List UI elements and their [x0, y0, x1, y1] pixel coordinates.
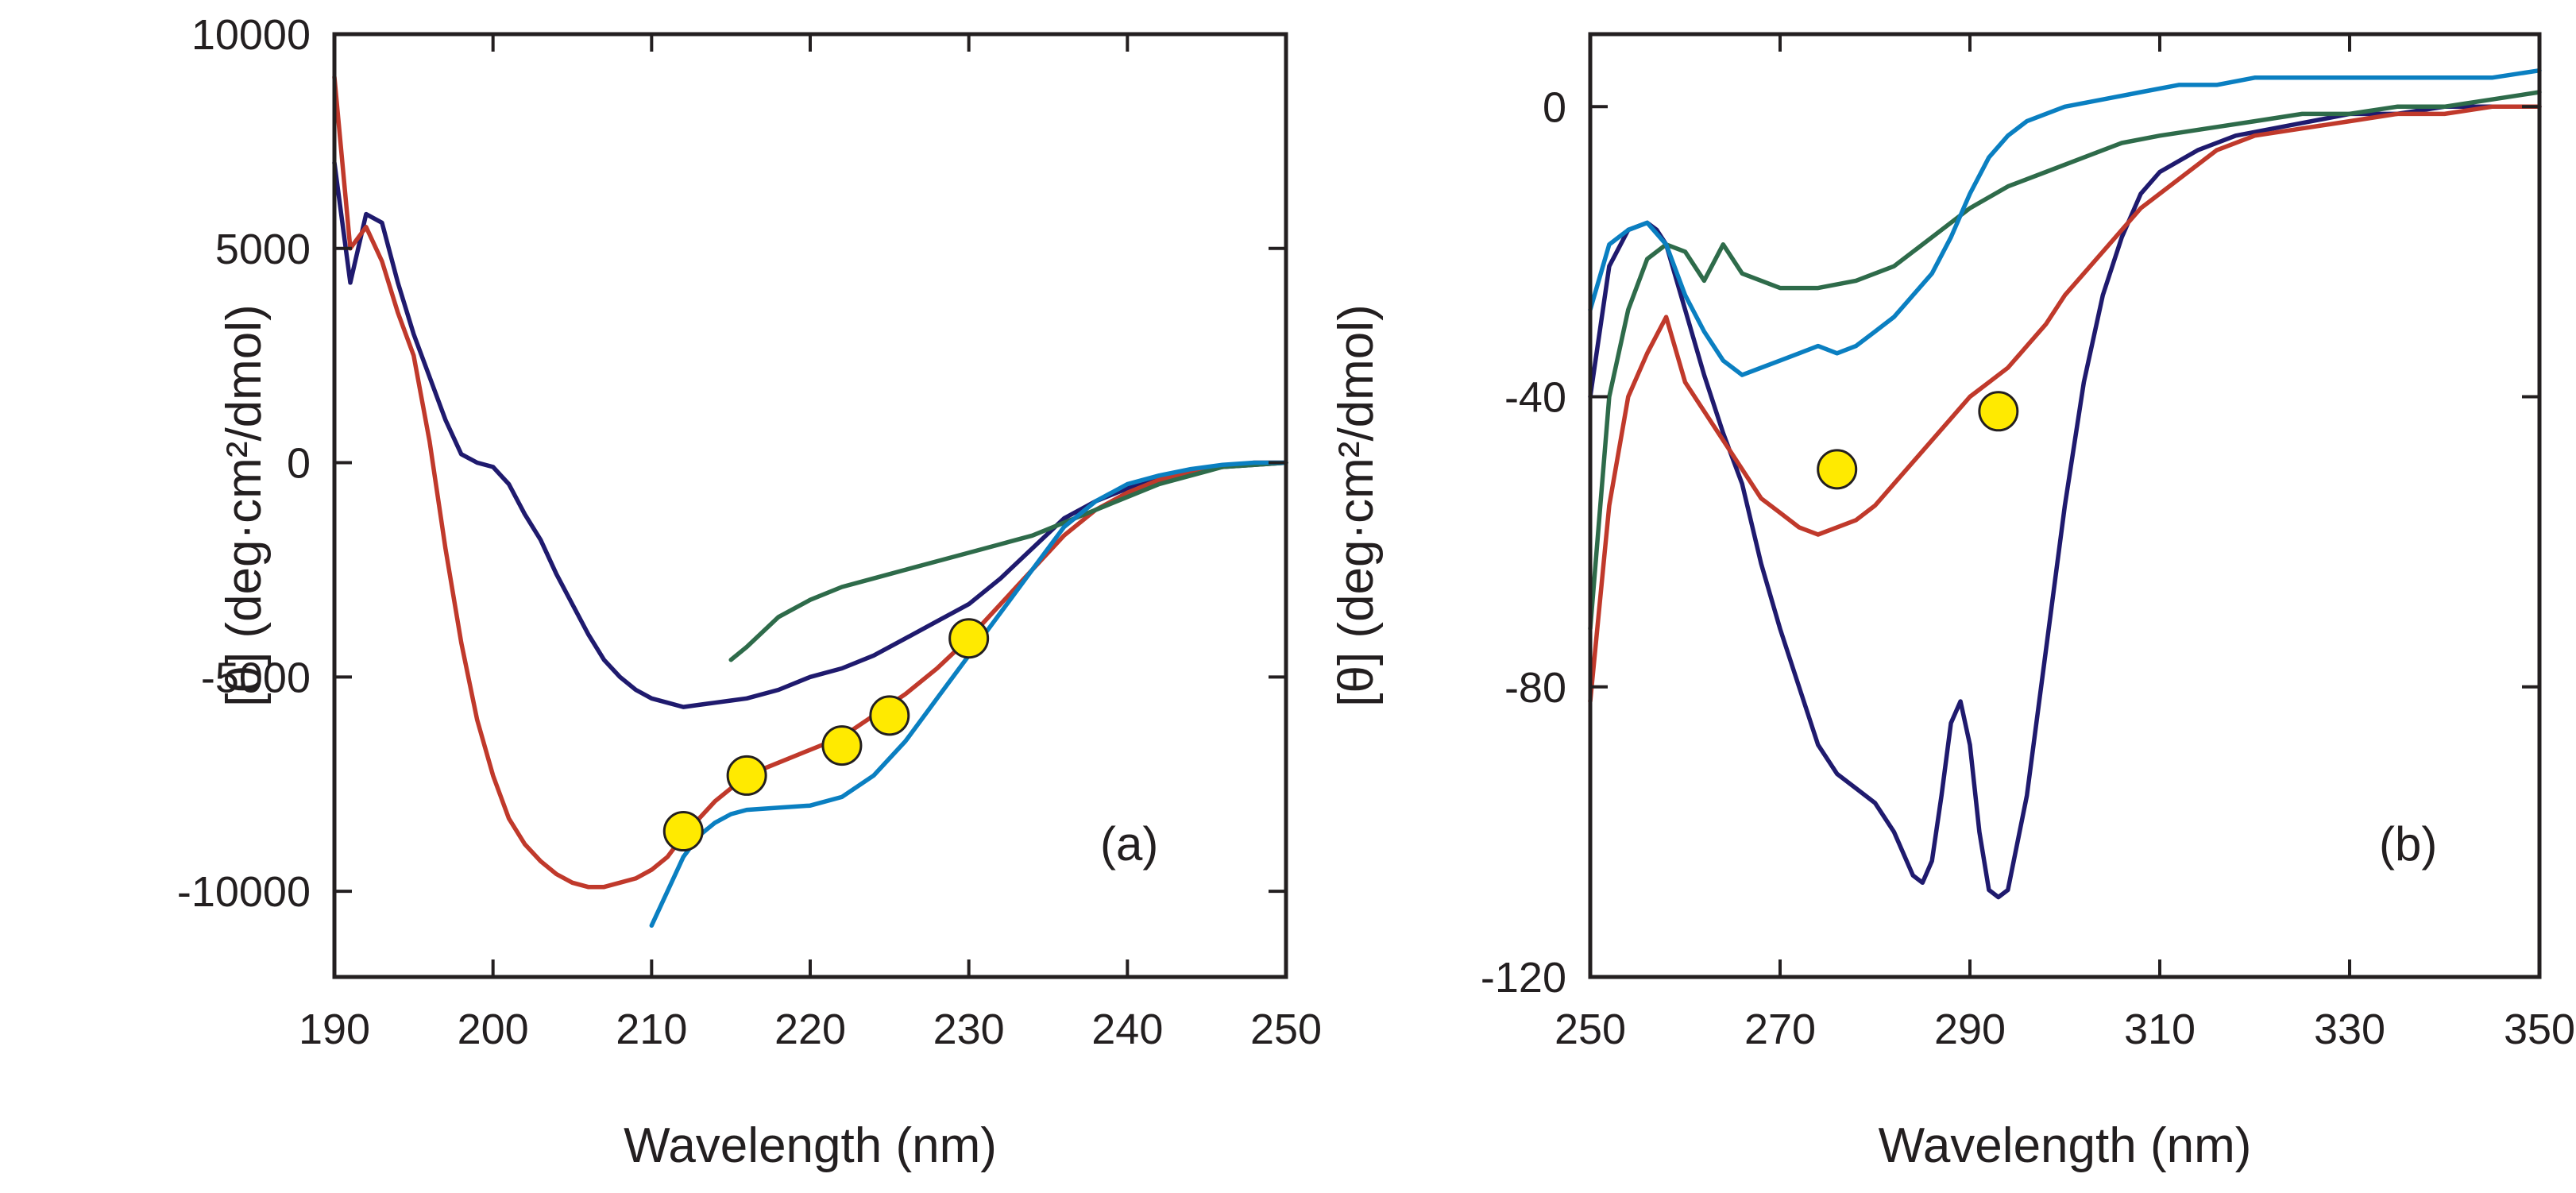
x-tick-label: 350 — [2504, 1006, 2575, 1053]
y-tick-label: -120 — [1481, 954, 1566, 1002]
series-line-blue — [649, 460, 1288, 929]
x-axis-title: Wavelength (nm) — [624, 1118, 997, 1173]
data-marker — [662, 811, 704, 852]
series-line-green — [728, 460, 1288, 662]
data-marker — [1817, 449, 1858, 490]
series-line-red — [1588, 104, 2542, 704]
series-line-navy — [1588, 104, 2542, 900]
x-tick-label: 270 — [1744, 1006, 1816, 1053]
panel-label: (a) — [1100, 817, 1158, 871]
x-tick-label: 290 — [1934, 1006, 2006, 1053]
y-axis-title: [θ] (deg·cm²/dmol) — [1329, 304, 1384, 706]
series-line-red — [332, 75, 1288, 890]
data-marker — [821, 725, 863, 766]
y-tick-label: -10000 — [177, 868, 311, 916]
series-line-navy — [332, 160, 1288, 709]
series-line-blue — [1588, 68, 2542, 377]
data-marker — [726, 755, 767, 796]
x-tick-label: 250 — [1554, 1006, 1626, 1053]
y-axis-title: [θ] (deg·cm²/dmol) — [217, 304, 272, 706]
chart-panel-a: 190 200 210 220 230 240 250 -10000 -5000 0 5000 100… — [177, 11, 1322, 1173]
series-line-green — [1588, 90, 2542, 631]
x-axis-title: Wavelength (nm) — [1879, 1118, 2252, 1173]
x-tick-label: 240 — [1091, 1006, 1163, 1053]
panel-label: (b) — [2379, 817, 2437, 871]
x-tick-label: 330 — [2314, 1006, 2385, 1053]
y-tick-label: 10000 — [191, 11, 311, 59]
x-tick-label: 210 — [616, 1006, 687, 1053]
y-tick-label: -5000 — [201, 654, 311, 701]
x-tick-label: 250 — [1250, 1006, 1322, 1053]
x-tick-label: 230 — [933, 1006, 1005, 1053]
y-tick-label: -40 — [1504, 374, 1566, 422]
x-tick-label: 220 — [774, 1006, 846, 1053]
x-tick-label: 200 — [458, 1006, 529, 1053]
y-tick-label: 0 — [287, 440, 311, 488]
y-tick-label: 5000 — [215, 226, 311, 273]
data-marker — [869, 695, 910, 736]
plot-frame — [1588, 32, 2542, 979]
y-tick-label: -80 — [1504, 664, 1566, 712]
data-marker — [948, 618, 990, 659]
x-tick-label: 310 — [2124, 1006, 2196, 1053]
x-tick-label: 190 — [299, 1006, 370, 1053]
y-tick-label: 0 — [1543, 83, 1566, 131]
chart-panel-b: 250 270 290 310 330 350 -120 -80 -40 0 Wavelength … — [1329, 32, 2575, 1173]
data-marker — [1978, 391, 2019, 432]
